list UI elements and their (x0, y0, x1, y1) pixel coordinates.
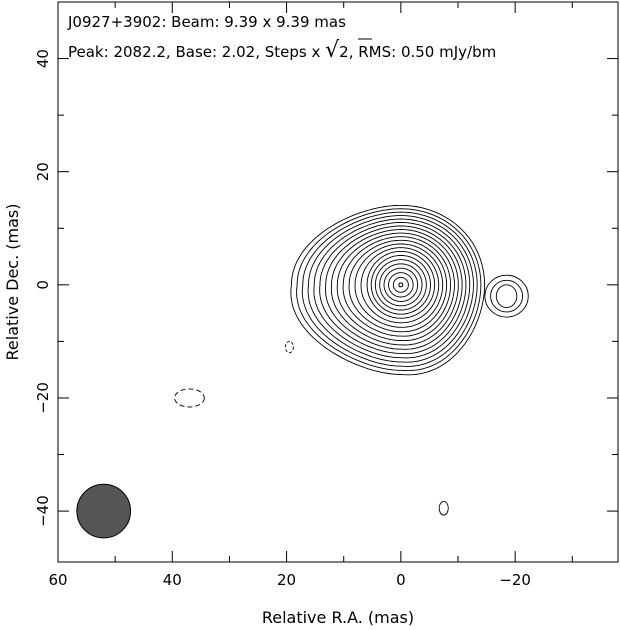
negative-contour (284, 340, 294, 354)
beam-ellipse (76, 483, 132, 539)
y-tick-label: 20 (34, 162, 52, 181)
contour-level (342, 236, 452, 337)
contour-level (348, 239, 448, 333)
contour-level (290, 204, 486, 376)
y-tick-label: −40 (34, 495, 52, 527)
contour-level (319, 222, 467, 355)
x-tick-label: 40 (163, 571, 182, 589)
plot-frame (57, 1, 619, 563)
y-tick-labels: −40 −20 0 20 40 (34, 49, 52, 527)
negative-contour (174, 388, 205, 408)
y-tick-label: −20 (34, 382, 52, 414)
y-axis-label: Relative Dec. (mas) (3, 204, 22, 361)
x-tick-labels: 60 40 20 0 −20 (48, 571, 531, 589)
sqrt-symbol: √ (325, 38, 340, 63)
axis-ticks (57, 1, 618, 562)
title-line-2-prefix: Peak: 2082.2, Base: 2.02, Steps x (68, 43, 325, 61)
x-tick-label: 0 (396, 571, 406, 589)
east-extension-contour (484, 274, 529, 318)
y-tick-label: 0 (34, 280, 52, 290)
contour-level (360, 247, 440, 324)
contour-level (313, 218, 471, 359)
contour-level (388, 272, 414, 298)
contour-level (383, 267, 419, 302)
contour-level (354, 243, 444, 328)
contour-level (296, 208, 482, 372)
east-extension-contour (490, 279, 524, 313)
y-tick-label: 40 (34, 49, 52, 68)
contour-level (307, 215, 474, 363)
x-tick-label: −20 (499, 571, 531, 589)
positive-contour (438, 501, 449, 516)
title-line-2-suffix: , RMS: 0.50 mJy/bm (349, 43, 497, 61)
east-extension-contour (495, 284, 518, 308)
contour-level (301, 211, 478, 367)
contour-level (374, 259, 427, 311)
title-line-2-sqrt-value: 2 (339, 43, 349, 61)
contour-level (330, 229, 459, 346)
contour-level (325, 225, 463, 350)
contour-level (370, 255, 431, 315)
x-tick-label: 60 (48, 571, 67, 589)
contour-level (336, 232, 455, 342)
contour-level (379, 263, 423, 307)
title-line-2: Peak: 2082.2, Base: 2.02, Steps x √2, RM… (68, 38, 496, 63)
title-line-1: J0927+3902: Beam: 9.39 x 9.39 mas (67, 13, 346, 31)
contour-lines (290, 204, 529, 376)
contour-level (398, 282, 404, 288)
x-axis-label: Relative R.A. (mas) (262, 608, 414, 627)
contour-level (366, 250, 436, 319)
contour-level (392, 276, 409, 293)
minor-features (174, 340, 449, 516)
x-tick-label: 20 (277, 571, 296, 589)
